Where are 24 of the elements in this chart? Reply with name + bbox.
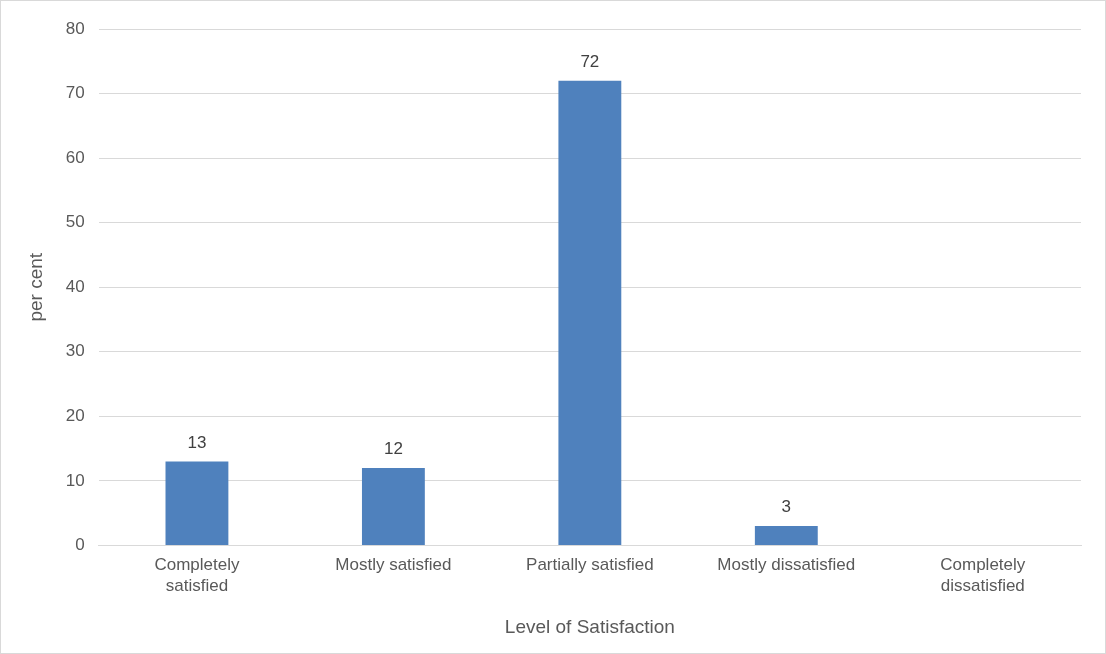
bar	[754, 526, 818, 545]
y-tick-label: 0	[75, 535, 85, 555]
y-axis-title: per cent	[24, 252, 46, 322]
y-tick-label: 20	[65, 405, 85, 425]
data-label: 3	[781, 497, 792, 517]
x-tick-label: Mostly dissatisfied	[717, 555, 856, 575]
y-tick-label: 50	[65, 212, 85, 232]
y-tick-label: 40	[65, 276, 85, 296]
data-label: 12	[383, 439, 403, 459]
x-tick-label: Completely satisfied	[154, 555, 240, 595]
x-tick-label: Completely dissatisfied	[940, 555, 1026, 595]
y-tick-label: 10	[65, 470, 85, 490]
data-label: 13	[187, 432, 207, 452]
y-tick-label: 70	[65, 83, 85, 103]
bar	[165, 461, 229, 545]
x-axis-title: Level of Satisfaction	[504, 615, 675, 637]
x-tick-label: Mostly satisfied	[335, 555, 452, 575]
x-tick-label: Partially satisfied	[526, 555, 654, 575]
bar	[558, 80, 622, 545]
bar	[361, 467, 425, 545]
y-tick-label: 30	[65, 341, 85, 361]
y-tick-label: 60	[65, 147, 85, 167]
data-label: 72	[580, 51, 600, 71]
y-tick-label: 80	[65, 18, 85, 38]
